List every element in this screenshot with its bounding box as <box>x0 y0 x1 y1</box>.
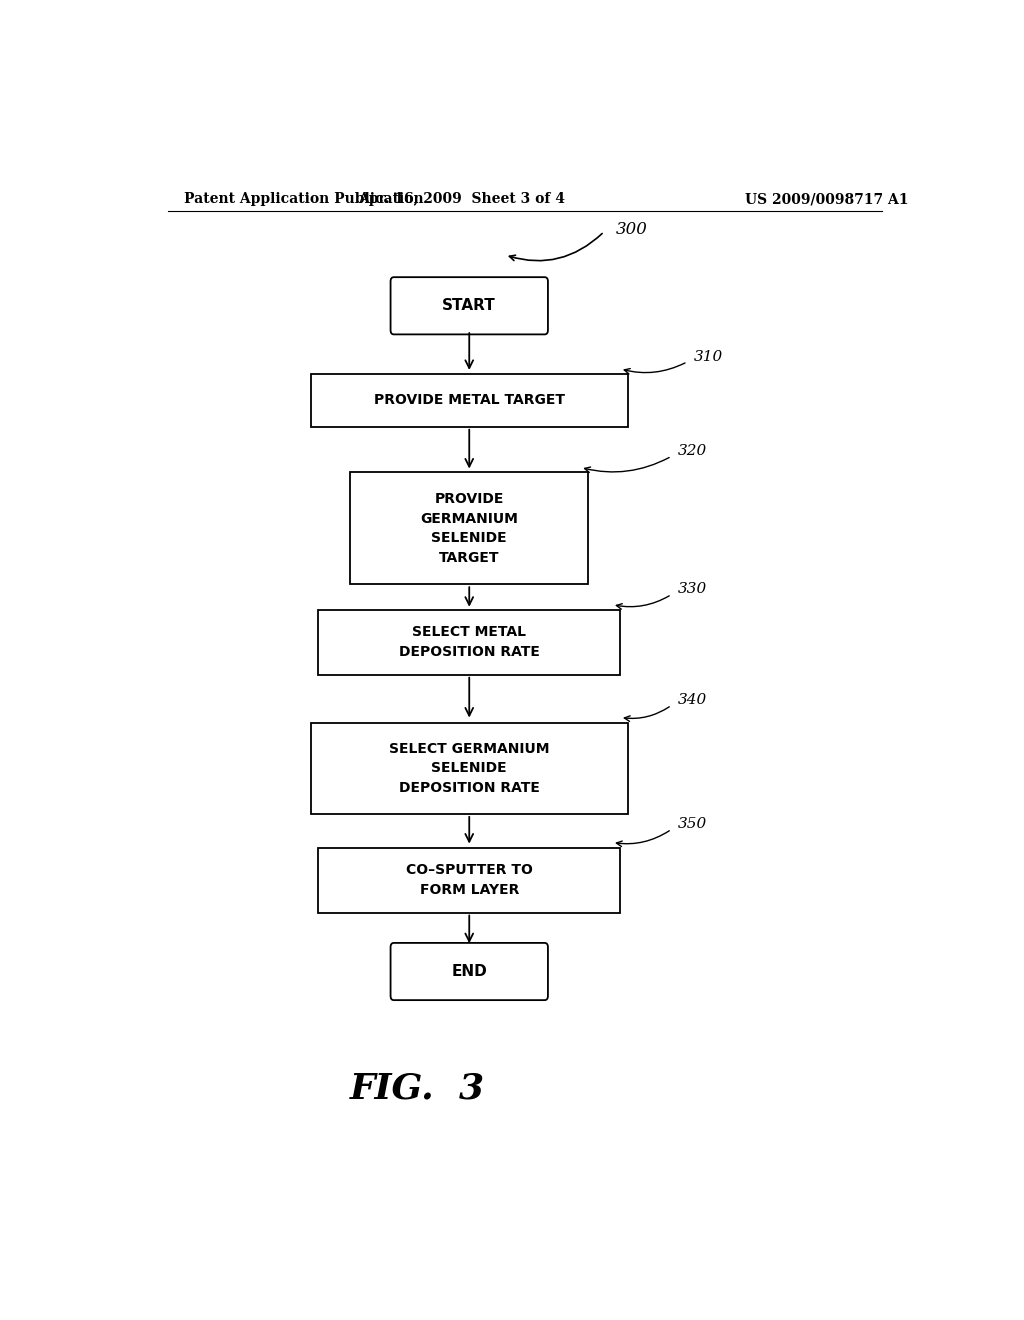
Text: START: START <box>442 298 496 313</box>
Text: 320: 320 <box>678 444 708 458</box>
FancyBboxPatch shape <box>318 610 620 675</box>
Text: PROVIDE
GERMANIUM
SELENIDE
TARGET: PROVIDE GERMANIUM SELENIDE TARGET <box>420 492 518 565</box>
Text: US 2009/0098717 A1: US 2009/0098717 A1 <box>744 191 908 206</box>
Text: Patent Application Publication: Patent Application Publication <box>183 191 423 206</box>
Text: CO–SPUTTER TO
FORM LAYER: CO–SPUTTER TO FORM LAYER <box>406 863 532 896</box>
Text: SELECT GERMANIUM
SELENIDE
DEPOSITION RATE: SELECT GERMANIUM SELENIDE DEPOSITION RAT… <box>389 742 550 795</box>
FancyBboxPatch shape <box>318 847 620 912</box>
FancyBboxPatch shape <box>310 722 628 814</box>
Text: 300: 300 <box>616 220 648 238</box>
Text: PROVIDE METAL TARGET: PROVIDE METAL TARGET <box>374 393 565 408</box>
FancyBboxPatch shape <box>390 942 548 1001</box>
Text: END: END <box>452 964 487 979</box>
Text: 310: 310 <box>694 350 723 363</box>
Text: Apr. 16, 2009  Sheet 3 of 4: Apr. 16, 2009 Sheet 3 of 4 <box>357 191 565 206</box>
FancyBboxPatch shape <box>350 473 588 585</box>
Text: 330: 330 <box>678 582 708 597</box>
Text: FIG.  3: FIG. 3 <box>350 1072 485 1105</box>
Text: 340: 340 <box>678 693 708 708</box>
Text: 350: 350 <box>678 817 708 832</box>
FancyBboxPatch shape <box>310 374 628 426</box>
Text: SELECT METAL
DEPOSITION RATE: SELECT METAL DEPOSITION RATE <box>398 626 540 659</box>
FancyBboxPatch shape <box>390 277 548 334</box>
